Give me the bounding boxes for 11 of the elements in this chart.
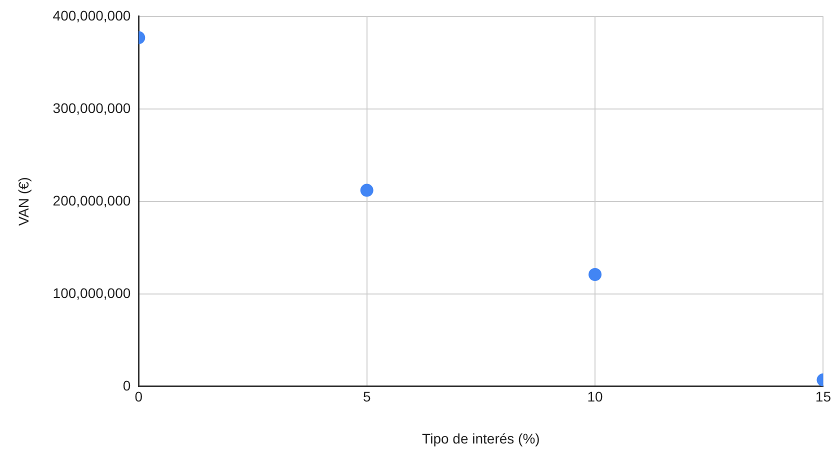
y-tick-label: 300,000,000 xyxy=(52,100,131,116)
y-tick-label: 200,000,000 xyxy=(52,192,131,208)
x-tick-label: 15 xyxy=(815,388,832,405)
y-axis-title: VAN (€) xyxy=(15,177,32,226)
y-tick-label: 0 xyxy=(122,377,131,394)
y-tick-label: 400,000,000 xyxy=(52,7,131,24)
x-tick-label: 10 xyxy=(587,388,604,405)
x-axis-title: Tipo de interés (%) xyxy=(422,430,540,446)
y-tick-label: 100,000,000 xyxy=(52,284,131,301)
x-tick-label: 5 xyxy=(362,388,371,405)
x-tick-label: 0 xyxy=(134,388,143,405)
